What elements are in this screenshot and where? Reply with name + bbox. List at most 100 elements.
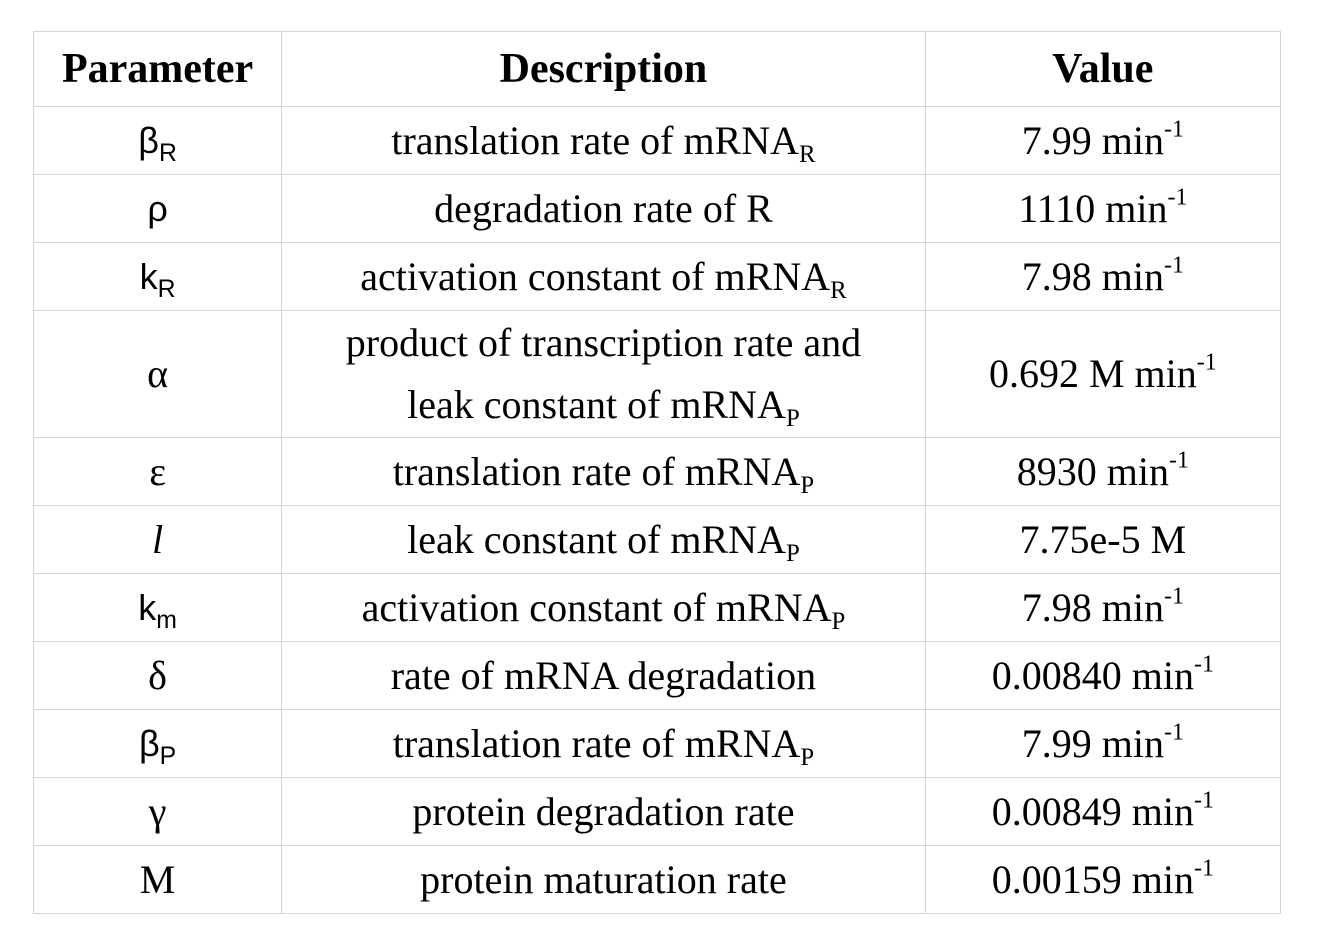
value-text: 7.98 min [1021, 253, 1164, 299]
value-cell: 0.00840 min-1 [924, 641, 1282, 710]
param-symbol-sub: R [158, 139, 177, 167]
param-cell: α [32, 310, 283, 438]
value-cell: 7.98 min-1 [924, 242, 1282, 311]
table-row: γ protein degradation rate 0.00849 min-1 [32, 777, 1282, 846]
description-cell: activation constant of mRNAP [281, 573, 926, 642]
value-cell: 1110 min-1 [924, 174, 1282, 243]
param-symbol: β [138, 723, 160, 764]
table-row: ε translation rate of mRNAP 8930 min-1 [32, 437, 1282, 506]
param-symbol: β [138, 120, 159, 161]
param-symbol: γ [148, 788, 167, 834]
param-cell: l [32, 505, 283, 574]
value-cell: 7.99 min-1 [924, 709, 1282, 778]
description-cell: leak constant of mRNAP [281, 505, 926, 574]
description-cell: protein degradation rate [281, 777, 926, 846]
param-cell: ε [32, 437, 283, 506]
value-text: 0.00159 min [991, 856, 1194, 902]
param-cell: δ [32, 641, 283, 710]
table-row: α product of transcription rate and leak… [32, 310, 1282, 438]
value-sup: -1 [1168, 447, 1189, 474]
value-sup: -1 [1163, 252, 1184, 279]
param-symbol: l [152, 516, 164, 562]
value-cell: 0.00159 min-1 [924, 845, 1282, 914]
param-symbol: k [138, 587, 157, 628]
description-sub: P [785, 539, 800, 567]
value-sup: -1 [1196, 349, 1217, 376]
header-value: Value [924, 31, 1282, 107]
description-text: leak constant of mRNA [407, 516, 786, 562]
param-symbol: M [139, 856, 176, 902]
value-text: 1110 min [1018, 185, 1168, 231]
value-text: 0.00849 min [991, 788, 1194, 834]
header-parameter: Parameter [32, 31, 283, 107]
description-cell: translation rate of mRNAR [281, 106, 926, 175]
value-sup: -1 [1193, 855, 1214, 882]
description-cell: rate of mRNA degradation [281, 641, 926, 710]
param-symbol: δ [148, 652, 168, 698]
param-symbol-sub: P [159, 742, 177, 770]
table-row: l leak constant of mRNAP 7.75e-5 M [32, 505, 1282, 574]
value-cell: 7.98 min-1 [924, 573, 1282, 642]
table-row: βR translation rate of mRNAR 7.99 min-1 [32, 106, 1282, 175]
description-sub: P [800, 471, 815, 499]
param-symbol: ρ [147, 188, 168, 229]
value-cell: 7.99 min-1 [924, 106, 1282, 175]
value-text: 0.00840 min [991, 652, 1194, 698]
description-line-2-wrap: leak constant of mRNAP [282, 374, 925, 436]
param-cell: βP [32, 709, 283, 778]
table-row: ρ degradation rate of R 1110 min-1 [32, 174, 1282, 243]
value-cell: 8930 min-1 [924, 437, 1282, 506]
description-text: translation rate of mRNA [392, 448, 801, 494]
param-symbol-sub: R [157, 275, 176, 303]
param-cell: kR [32, 242, 283, 311]
value-cell: 0.692 M min-1 [924, 310, 1282, 438]
table-row: M protein maturation rate 0.00159 min-1 [32, 845, 1282, 914]
table-row: km activation constant of mRNAP 7.98 min… [32, 573, 1282, 642]
param-cell: km [32, 573, 283, 642]
description-cell: protein maturation rate [281, 845, 926, 914]
value-sup: -1 [1193, 787, 1214, 814]
description-sub: P [831, 607, 846, 635]
param-symbol: α [147, 351, 169, 396]
description-cell: translation rate of mRNAP [281, 437, 926, 506]
param-cell: ρ [32, 174, 283, 243]
description-text: activation constant of mRNA [361, 584, 832, 630]
description-sub: P [785, 404, 800, 432]
param-symbol: k [139, 256, 158, 297]
description-sub: P [800, 743, 815, 771]
description-text: rate of mRNA degradation [390, 652, 817, 698]
param-cell: γ [32, 777, 283, 846]
description-cell: degradation rate of R [281, 174, 926, 243]
description-sub: R [799, 140, 816, 168]
value-sup: -1 [1163, 583, 1184, 610]
table-row: βP translation rate of mRNAP 7.99 min-1 [32, 709, 1282, 778]
value-cell: 7.75e-5 M [924, 505, 1282, 574]
description-line-2: leak constant of mRNA [407, 382, 786, 427]
value-text: 7.99 min [1021, 117, 1164, 163]
description-text: translation rate of mRNA [392, 720, 801, 766]
description-text: translation rate of mRNA [391, 117, 800, 163]
value-sup: -1 [1193, 651, 1214, 678]
description-cell: translation rate of mRNAP [281, 709, 926, 778]
description-text: activation constant of mRNA [360, 253, 831, 299]
param-symbol-sub: m [156, 606, 177, 634]
description-text: degradation rate of R [434, 185, 773, 231]
param-cell: M [32, 845, 283, 914]
param-cell: βR [32, 106, 283, 175]
table-row: kR activation constant of mRNAR 7.98 min… [32, 242, 1282, 311]
header-row: Parameter Description Value [32, 31, 1282, 107]
table-row: δ rate of mRNA degradation 0.00840 min-1 [32, 641, 1282, 710]
value-text: 8930 min [1016, 448, 1169, 494]
value-sup: -1 [1167, 184, 1188, 211]
description-text: protein maturation rate [420, 856, 787, 902]
value-text: 7.98 min [1021, 584, 1164, 630]
header-description: Description [281, 31, 926, 107]
description-cell: activation constant of mRNAR [281, 242, 926, 311]
description-sub: R [830, 276, 847, 304]
value-text: 7.75e-5 M [1019, 516, 1187, 562]
value-text: 0.692 M min [988, 351, 1197, 396]
value-sup: -1 [1163, 719, 1184, 746]
param-symbol: ε [149, 448, 166, 494]
description-text: protein degradation rate [412, 788, 795, 834]
value-text: 7.99 min [1021, 720, 1164, 766]
